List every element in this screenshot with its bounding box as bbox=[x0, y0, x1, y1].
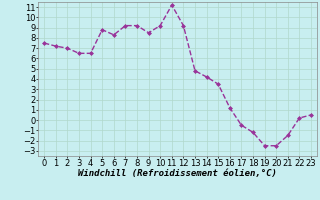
X-axis label: Windchill (Refroidissement éolien,°C): Windchill (Refroidissement éolien,°C) bbox=[78, 169, 277, 178]
